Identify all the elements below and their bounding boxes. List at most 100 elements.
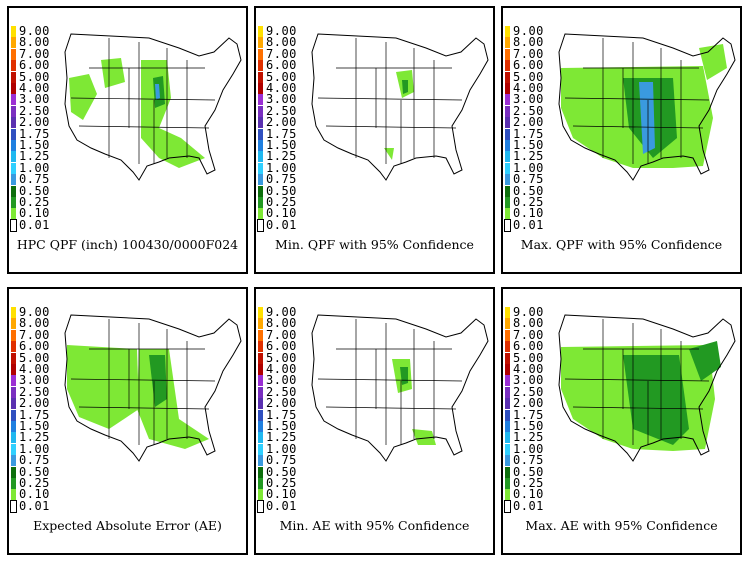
legend-swatch bbox=[505, 208, 510, 219]
legend-swatch bbox=[11, 26, 16, 37]
legend-swatch bbox=[11, 72, 16, 83]
legend-swatch bbox=[505, 94, 510, 105]
precip-shading bbox=[561, 341, 721, 451]
legend-item: 0.01 bbox=[11, 220, 69, 231]
legend-swatch bbox=[505, 60, 510, 71]
state-boundary bbox=[326, 126, 456, 128]
legend-swatch bbox=[505, 220, 510, 231]
legend-swatch bbox=[11, 501, 16, 512]
precip-shading bbox=[67, 345, 209, 449]
legend-swatch bbox=[258, 467, 263, 478]
legend-swatch bbox=[11, 83, 16, 94]
panel-caption: Max. QPF with 95% Confidence bbox=[503, 237, 740, 252]
legend-label: 0.01 bbox=[513, 218, 544, 232]
map-panel-max-qpf: 9.00 8.00 7.00 6.00 5.00 4.00 3.00 2.50 2.00 1.75… bbox=[501, 6, 742, 274]
legend-swatch bbox=[505, 174, 510, 185]
legend-swatch bbox=[258, 353, 263, 364]
precip-area bbox=[141, 60, 205, 168]
legend-swatch bbox=[11, 197, 16, 208]
precip-legend: 9.00 8.00 7.00 6.00 5.00 4.00 3.00 2.50 2.00 1.75… bbox=[258, 26, 316, 242]
legend-swatch bbox=[258, 26, 263, 37]
legend-item: 0.01 bbox=[11, 501, 69, 512]
legend-swatch bbox=[258, 174, 263, 185]
legend-label: 0.01 bbox=[266, 218, 297, 232]
legend-swatch bbox=[11, 220, 16, 231]
legend-label: 0.01 bbox=[513, 499, 544, 513]
legend-swatch bbox=[11, 410, 16, 421]
legend-swatch bbox=[505, 163, 510, 174]
legend-swatch bbox=[11, 341, 16, 352]
map-panel-ae: 9.00 8.00 7.00 6.00 5.00 4.00 3.00 2.50 2.00 1.75… bbox=[7, 287, 248, 555]
legend-swatch bbox=[258, 330, 263, 341]
legend-swatch bbox=[11, 106, 16, 117]
legend-swatch bbox=[11, 432, 16, 443]
legend-item: 0.01 bbox=[505, 501, 563, 512]
legend-swatch bbox=[11, 478, 16, 489]
precip-area bbox=[137, 349, 209, 449]
panel-caption: Max. AE with 95% Confidence bbox=[503, 518, 740, 533]
legend-swatch bbox=[258, 501, 263, 512]
precip-legend: 9.00 8.00 7.00 6.00 5.00 4.00 3.00 2.50 2.00 1.75… bbox=[505, 26, 563, 242]
legend-swatch bbox=[258, 106, 263, 117]
legend-swatch bbox=[11, 174, 16, 185]
legend-swatch bbox=[505, 106, 510, 117]
legend-swatch bbox=[258, 60, 263, 71]
legend-swatch bbox=[11, 398, 16, 409]
state-boundary bbox=[318, 98, 462, 100]
precip-area bbox=[384, 148, 394, 160]
legend-swatch bbox=[258, 37, 263, 48]
legend-swatch bbox=[258, 432, 263, 443]
legend-swatch bbox=[11, 444, 16, 455]
state-boundary bbox=[326, 407, 456, 409]
legend-swatch bbox=[258, 49, 263, 60]
precip-shading bbox=[561, 44, 727, 168]
legend-swatch bbox=[258, 421, 263, 432]
map-panel-max-ae: 9.00 8.00 7.00 6.00 5.00 4.00 3.00 2.50 2.00 1.75… bbox=[501, 287, 742, 555]
legend-swatch bbox=[505, 37, 510, 48]
legend-swatch bbox=[505, 26, 510, 37]
legend-swatch bbox=[258, 151, 263, 162]
precip-legend: 9.00 8.00 7.00 6.00 5.00 4.00 3.00 2.50 2.00 1.75… bbox=[505, 307, 563, 523]
legend-swatch bbox=[505, 49, 510, 60]
legend-swatch bbox=[258, 364, 263, 375]
state-boundary bbox=[318, 379, 462, 381]
legend-swatch bbox=[11, 421, 16, 432]
legend-swatch bbox=[505, 330, 510, 341]
legend-item: 0.01 bbox=[505, 220, 563, 231]
precip-area bbox=[402, 80, 408, 94]
legend-swatch bbox=[11, 117, 16, 128]
legend-swatch bbox=[505, 467, 510, 478]
precip-area bbox=[67, 345, 139, 429]
legend-swatch bbox=[258, 489, 263, 500]
legend-swatch bbox=[505, 478, 510, 489]
legend-swatch bbox=[258, 455, 263, 466]
legend-swatch bbox=[505, 432, 510, 443]
legend-swatch bbox=[505, 307, 510, 318]
legend-label: 0.01 bbox=[19, 218, 50, 232]
precip-legend: 9.00 8.00 7.00 6.00 5.00 4.00 3.00 2.50 2.00 1.75… bbox=[11, 307, 69, 523]
legend-label: 0.01 bbox=[266, 499, 297, 513]
legend-swatch bbox=[258, 140, 263, 151]
legend-swatch bbox=[11, 330, 16, 341]
legend-swatch bbox=[258, 83, 263, 94]
panel-caption: HPC QPF (inch) 100430/0000F024 bbox=[9, 237, 246, 252]
legend-swatch bbox=[258, 94, 263, 105]
legend-swatch bbox=[258, 307, 263, 318]
legend-swatch bbox=[11, 129, 16, 140]
precip-legend: 9.00 8.00 7.00 6.00 5.00 4.00 3.00 2.50 2.00 1.75… bbox=[258, 307, 316, 523]
legend-swatch bbox=[11, 163, 16, 174]
legend-swatch bbox=[258, 197, 263, 208]
legend-swatch bbox=[505, 83, 510, 94]
legend-swatch bbox=[258, 186, 263, 197]
precip-shading bbox=[69, 58, 205, 168]
precip-area bbox=[69, 74, 97, 120]
legend-swatch bbox=[11, 151, 16, 162]
map-panel-qpf: 9.00 8.00 7.00 6.00 5.00 4.00 3.00 2.50 2.00 1.75… bbox=[7, 6, 248, 274]
legend-swatch bbox=[11, 208, 16, 219]
precip-shading bbox=[384, 70, 414, 160]
legend-swatch bbox=[258, 220, 263, 231]
legend-swatch bbox=[258, 208, 263, 219]
legend-swatch bbox=[11, 140, 16, 151]
legend-swatch bbox=[11, 387, 16, 398]
legend-swatch bbox=[258, 478, 263, 489]
